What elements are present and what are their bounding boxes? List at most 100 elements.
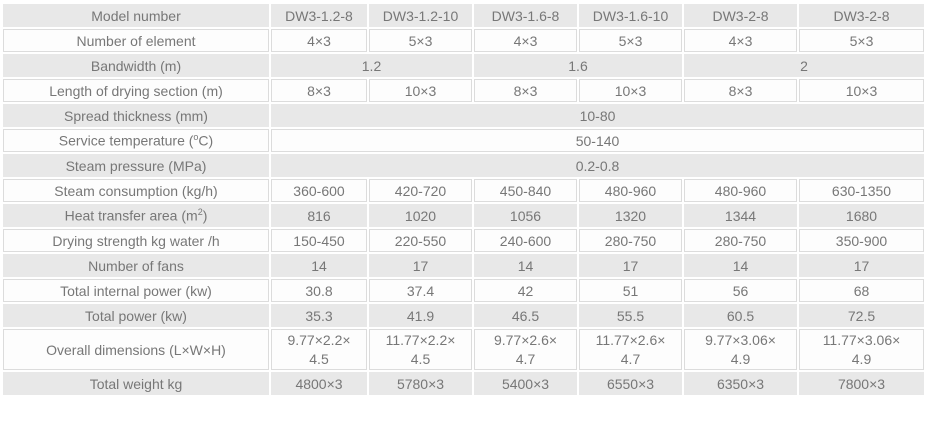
table-cell: 35.3	[271, 304, 367, 327]
table-cell: 1020	[369, 204, 472, 227]
table-cell: 17	[369, 254, 472, 277]
table-cell: 37.4	[369, 279, 472, 302]
column-header: DW3-1.2-10	[369, 4, 472, 27]
row-label: Drying strength kg water /h	[3, 229, 269, 252]
table-cell: 4×3	[684, 29, 797, 52]
table-row-total-internal-power: Total internal power (kw) 30.8 37.4 42 5…	[3, 279, 924, 302]
column-header: DW3-1.6-10	[579, 4, 682, 27]
table-cell: 4×3	[474, 29, 577, 52]
table-cell: 280-750	[579, 229, 682, 252]
table-cell: 50-140	[271, 129, 924, 152]
dimension-line-1: 11.77×2.6×	[595, 331, 666, 348]
table-cell: 280-750	[684, 229, 797, 252]
row-label: Spread thickness (mm)	[3, 104, 269, 127]
table-cell: 630-1350	[799, 179, 924, 202]
table-row-service-temperature: Service temperature (oC) 50-140	[3, 129, 924, 152]
table-row-total-power: Total power (kw) 35.3 41.9 46.5 55.5 60.…	[3, 304, 924, 327]
table-row-model-number: Model number DW3-1.2-8 DW3-1.2-10 DW3-1.…	[3, 4, 924, 27]
table-cell: 10×3	[799, 79, 924, 102]
table-cell: 1680	[799, 204, 924, 227]
table-cell: 11.77×2.6× 4.7	[579, 329, 682, 370]
dimension-line-2: 4.7	[515, 350, 536, 367]
row-label: Heat transfer area (m2)	[3, 204, 269, 227]
row-label: Length of drying section (m)	[3, 79, 269, 102]
row-label: Total power (kw)	[3, 304, 269, 327]
row-label: Steam consumption (kg/h)	[3, 179, 269, 202]
dimension-line-2: 4.7	[620, 350, 641, 367]
column-header: DW3-1.6-8	[474, 4, 577, 27]
row-label-text: C)	[198, 132, 214, 149]
row-label-text: Heat transfer area (m	[64, 207, 198, 224]
table-cell: 450-840	[474, 179, 577, 202]
table-cell: 5×3	[369, 29, 472, 52]
column-header: DW3-2-8	[799, 4, 924, 27]
dimension-line-2: 4.5	[309, 350, 329, 367]
row-label: Number of element	[3, 29, 269, 52]
table-cell: 8×3	[684, 79, 797, 102]
table-cell: 480-960	[579, 179, 682, 202]
column-header: DW3-1.2-8	[271, 4, 367, 27]
table-cell: 0.2-0.8	[271, 154, 924, 177]
table-cell: 5400×3	[474, 372, 577, 395]
row-label: Model number	[3, 4, 269, 27]
table-cell: 9.77×2.6× 4.7	[474, 329, 577, 370]
table-cell: 360-600	[271, 179, 367, 202]
table-cell: 17	[579, 254, 682, 277]
table-row-spread-thickness: Spread thickness (mm) 10-80	[3, 104, 924, 127]
table-cell: 4800×3	[271, 372, 367, 395]
table-row-number-of-element: Number of element 4×3 5×3 4×3 5×3 4×3 5×…	[3, 29, 924, 52]
table-cell: 10-80	[271, 104, 924, 127]
dimension-line-1: 11.77×3.06×	[822, 331, 901, 348]
row-label-text: )	[202, 207, 208, 224]
table-row-steam-pressure: Steam pressure (MPa) 0.2-0.8	[3, 154, 924, 177]
dimension-line-2: 4.5	[410, 350, 431, 367]
table-cell: 30.8	[271, 279, 367, 302]
table-cell: 41.9	[369, 304, 472, 327]
table-row-heat-transfer-area: Heat transfer area (m2) 816 1020 1056 13…	[3, 204, 924, 227]
table-cell: 240-600	[474, 229, 577, 252]
table-row-drying-strength: Drying strength kg water /h 150-450 220-…	[3, 229, 924, 252]
table-cell: 56	[684, 279, 797, 302]
dimension-line-1: 9.77×2.6×	[493, 331, 558, 348]
table-cell: 1320	[579, 204, 682, 227]
table-row-length-of-drying-section: Length of drying section (m) 8×3 10×3 8×…	[3, 79, 924, 102]
table-cell: 42	[474, 279, 577, 302]
row-label: Number of fans	[3, 254, 269, 277]
table-cell: 60.5	[684, 304, 797, 327]
table-cell: 1056	[474, 204, 577, 227]
dimension-line-1: 11.77×2.2×	[385, 331, 456, 348]
table-cell: 150-450	[271, 229, 367, 252]
table-cell: 220-550	[369, 229, 472, 252]
table-cell: 1.2	[271, 54, 472, 77]
dimension-line-1: 9.77×3.06×	[705, 331, 776, 348]
table-cell: 5×3	[799, 29, 924, 52]
table-cell: 9.77×3.06× 4.9	[684, 329, 797, 370]
table-cell: 4×3	[271, 29, 367, 52]
table-cell: 2	[684, 54, 924, 77]
table-cell: 14	[474, 254, 577, 277]
table-cell: 7800×3	[799, 372, 924, 395]
table-cell: 6550×3	[579, 372, 682, 395]
row-label-superscript: 2	[197, 207, 203, 218]
table-cell: 14	[271, 254, 367, 277]
table-cell: 5×3	[579, 29, 682, 52]
dimension-line-1: 9.77×2.2×	[287, 331, 351, 348]
table-row-number-of-fans: Number of fans 14 17 14 17 14 17	[3, 254, 924, 277]
table-cell: 816	[271, 204, 367, 227]
row-label: Service temperature (oC)	[3, 129, 269, 152]
table-cell: 68	[799, 279, 924, 302]
table-cell: 55.5	[579, 304, 682, 327]
row-label: Total internal power (kw)	[3, 279, 269, 302]
column-header: DW3-2-8	[684, 4, 797, 27]
table-cell: 1344	[684, 204, 797, 227]
table-cell: 5780×3	[369, 372, 472, 395]
table-cell: 420-720	[369, 179, 472, 202]
table-cell: 10×3	[579, 79, 682, 102]
table-cell: 480-960	[684, 179, 797, 202]
spec-table: Model number DW3-1.2-8 DW3-1.2-10 DW3-1.…	[1, 2, 926, 397]
table-row-overall-dimensions: Overall dimensions (L×W×H) 9.77×2.2× 4.5 …	[3, 329, 924, 370]
dimension-line-2: 4.9	[730, 350, 751, 367]
table-cell: 72.5	[799, 304, 924, 327]
table-row-total-weight: Total weight kg 4800×3 5780×3 5400×3 655…	[3, 372, 924, 395]
row-label-text: Service temperature (	[58, 132, 194, 149]
